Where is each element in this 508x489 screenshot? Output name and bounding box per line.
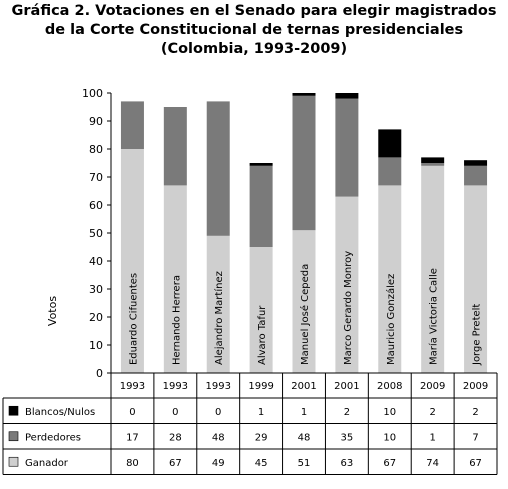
table-value-cell: 10 [383, 407, 396, 418]
y-tick-label: 100 [82, 87, 103, 100]
bar-segment-perdedores [335, 98, 359, 197]
bar-segment-ganador [378, 185, 402, 373]
y-tick-label: 30 [89, 283, 103, 296]
bar-category-label: Jorge Pretelt [472, 304, 483, 366]
table-value-cell: 0 [172, 407, 178, 418]
table-value-cell: 67 [169, 458, 182, 469]
bar-segment-perdedores [464, 165, 488, 186]
table-value-cell: 35 [341, 432, 354, 443]
table-value-cell: 49 [212, 458, 225, 469]
bar-segment-blancos-nulos [464, 160, 488, 166]
bar-segment-ganador [120, 149, 144, 373]
bar-segment-perdedores [378, 157, 402, 186]
bar-segment-ganador [335, 196, 359, 373]
bar-segment-ganador [163, 185, 187, 373]
table-year-cell: 2009 [463, 381, 488, 392]
legend-swatch [8, 405, 19, 416]
table-year-cell: 2009 [420, 381, 445, 392]
y-tick-label: 40 [89, 255, 103, 268]
bar-category-label: Alejandro Martínez [213, 271, 225, 365]
table-value-cell: 51 [298, 458, 311, 469]
table-value-cell: 45 [255, 458, 268, 469]
table-value-cell: 63 [341, 458, 354, 469]
bar-category-label: Manuel José Cepeda [299, 264, 311, 365]
bar-segment-perdedores [249, 165, 273, 247]
y-tick-label: 50 [89, 227, 103, 240]
table-value-cell: 48 [298, 432, 311, 443]
bar-category-label: Alvaro Tafur [257, 305, 268, 365]
legend-label: Blancos/Nulos [25, 407, 95, 418]
table-value-cell: 67 [469, 458, 482, 469]
bar-category-label: María Victoria Calle [428, 268, 440, 365]
table-value-cell: 7 [472, 432, 478, 443]
bar-segment-perdedores [120, 101, 144, 149]
table-value-cell: 17 [126, 432, 139, 443]
table-year-cell: 2008 [377, 381, 402, 392]
bar-category-label: Mauricio González [385, 274, 397, 365]
legend-label: Ganador [25, 458, 69, 469]
table-year-cell: 1993 [163, 381, 188, 392]
bar-segment-perdedores [163, 107, 187, 186]
bar-segment-perdedores [421, 163, 445, 166]
bar-category-label: Eduardo Cifuentes [128, 273, 139, 365]
y-tick-label: 20 [89, 311, 103, 324]
table-value-cell: 2 [429, 407, 435, 418]
bar-segment-blancos-nulos [378, 129, 402, 158]
table-year-cell: 2001 [291, 381, 316, 392]
y-tick-label: 0 [96, 367, 103, 380]
table-year-cell: 2001 [334, 381, 359, 392]
table-value-cell: 0 [129, 407, 135, 418]
bar-segment-blancos-nulos [335, 93, 359, 99]
y-tick-label: 10 [89, 339, 103, 352]
bar-segment-ganador [292, 230, 316, 373]
table-year-cell: 1999 [248, 381, 273, 392]
bar-category-label: Hernando Herrera [171, 275, 182, 365]
bar-segment-blancos-nulos [421, 157, 445, 163]
table-value-cell: 80 [126, 458, 139, 469]
bar-segment-ganador [464, 185, 488, 373]
y-tick-label: 80 [89, 143, 103, 156]
y-tick-label: 70 [89, 171, 103, 184]
bar-segment-blancos-nulos [292, 93, 316, 96]
table-year-cell: 1993 [120, 381, 145, 392]
table-value-cell: 0 [215, 407, 221, 418]
bar-segment-ganador [249, 247, 273, 373]
bar-segment-blancos-nulos [249, 163, 273, 166]
legend-swatch [8, 456, 19, 467]
bar-segment-perdedores [206, 101, 230, 236]
chart-title-line-1: Gráfica 2. Votaciones en el Senado para … [11, 3, 497, 19]
y-tick-label: 90 [89, 115, 103, 128]
table-year-cell: 1993 [205, 381, 230, 392]
table-value-cell: 10 [383, 432, 396, 443]
table-value-cell: 2 [344, 407, 350, 418]
table-value-cell: 74 [426, 458, 439, 469]
table-value-cell: 28 [169, 432, 182, 443]
chart-title-line-3: (Colombia, 1993-2009) [160, 41, 348, 57]
bar-segment-ganador [421, 165, 445, 373]
table-value-cell: 29 [255, 432, 268, 443]
legend-label: Perdedores [25, 432, 81, 443]
table-value-cell: 67 [383, 458, 396, 469]
table-value-cell: 1 [429, 432, 435, 443]
table-value-cell: 2 [472, 407, 478, 418]
y-tick-label: 60 [89, 199, 103, 212]
bar-segment-ganador [206, 235, 230, 373]
y-axis-label: Votos [46, 296, 59, 326]
table-value-cell: 1 [258, 407, 264, 418]
bar-category-label: Marco Gerardo Monroy [343, 251, 354, 365]
bar-segment-perdedores [292, 95, 316, 231]
table-value-cell: 48 [212, 432, 225, 443]
chart-title-line-2: de la Corte Constitucional de ternas pre… [44, 22, 464, 38]
table-value-cell: 1 [301, 407, 307, 418]
legend-swatch [8, 431, 19, 442]
